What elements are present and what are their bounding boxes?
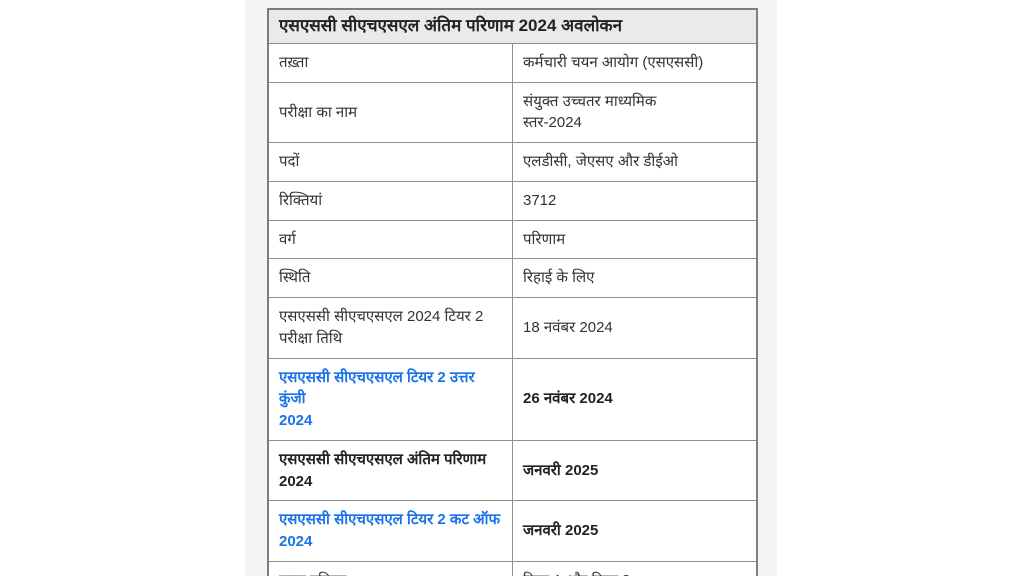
row-label: पदों: [267, 142, 513, 182]
row-label-link[interactable]: एसएससी सीएचएसएल टियर 2 उत्तर कुंजी 2024: [267, 357, 513, 441]
content-panel: एसएससी सीएचएसएल अंतिम परिणाम 2024 अवलोकन…: [245, 0, 777, 576]
row-value: जनवरी 2025: [512, 439, 758, 502]
row-label: एसएससी सीएचएसएल अंतिम परिणाम 2024: [267, 439, 513, 502]
row-label: वर्ग: [267, 219, 513, 260]
row-value: संयुक्त उच्चतर माध्यमिक स्तर-2024: [512, 81, 758, 144]
row-value: कर्मचारी चयन आयोग (एसएससी): [512, 42, 758, 83]
table-header: एसएससी सीएचएसएल अंतिम परिणाम 2024 अवलोकन: [267, 8, 758, 44]
table-row: एसएससी सीएचएसएल टियर 2 उत्तर कुंजी 2024 …: [267, 357, 758, 441]
table-row: एसएससी सीएचएसएल 2024 टियर 2 परीक्षा तिथि…: [267, 297, 758, 359]
table-row: रिक्तियां 3712: [267, 180, 758, 221]
row-value: 18 नवंबर 2024: [512, 297, 758, 359]
row-label: एसएससी सीएचएसएल 2024 टियर 2 परीक्षा तिथि: [267, 297, 513, 359]
row-label: तख़्ता: [267, 42, 513, 83]
row-value: 3712: [512, 180, 758, 221]
row-label: रिक्तियां: [267, 180, 513, 221]
table-row: स्थिति रिहाई के लिए: [267, 258, 758, 299]
table-title-row: एसएससी सीएचएसएल अंतिम परिणाम 2024 अवलोकन: [267, 8, 758, 44]
row-label: स्थिति: [267, 258, 513, 299]
table-body: तख़्ता कर्मचारी चयन आयोग (एसएससी) परीक्ष…: [267, 42, 758, 576]
row-value: एलडीसी, जेएसए और डीईओ: [512, 142, 758, 182]
row-value: रिहाई के लिए: [512, 258, 758, 299]
row-value: परिणाम: [512, 219, 758, 260]
table-row: एसएससी सीएचएसएल टियर 2 कट ऑफ 2024 जनवरी …: [267, 500, 758, 562]
table-row: एसएससी सीएचएसएल अंतिम परिणाम 2024 जनवरी …: [267, 439, 758, 502]
row-value: 26 नवंबर 2024: [512, 357, 758, 441]
row-value: टियर 1 और टियर 2: [512, 560, 758, 576]
table-row: वर्ग परिणाम: [267, 219, 758, 260]
table-title: एसएससी सीएचएसएल अंतिम परिणाम 2024 अवलोकन: [267, 8, 758, 44]
overview-table: एसएससी सीएचएसएल अंतिम परिणाम 2024 अवलोकन…: [267, 8, 758, 576]
table-row: परीक्षा का नाम संयुक्त उच्चतर माध्यमिक स…: [267, 81, 758, 144]
table-row: चयन प्रक्रिया टियर 1 और टियर 2: [267, 560, 758, 576]
row-label: चयन प्रक्रिया: [267, 560, 513, 576]
table-row: तख़्ता कर्मचारी चयन आयोग (एसएससी): [267, 42, 758, 83]
row-label: परीक्षा का नाम: [267, 81, 513, 144]
row-label-link[interactable]: एसएससी सीएचएसएल टियर 2 कट ऑफ 2024: [267, 500, 513, 562]
table-row: पदों एलडीसी, जेएसए और डीईओ: [267, 142, 758, 182]
row-value: जनवरी 2025: [512, 500, 758, 562]
